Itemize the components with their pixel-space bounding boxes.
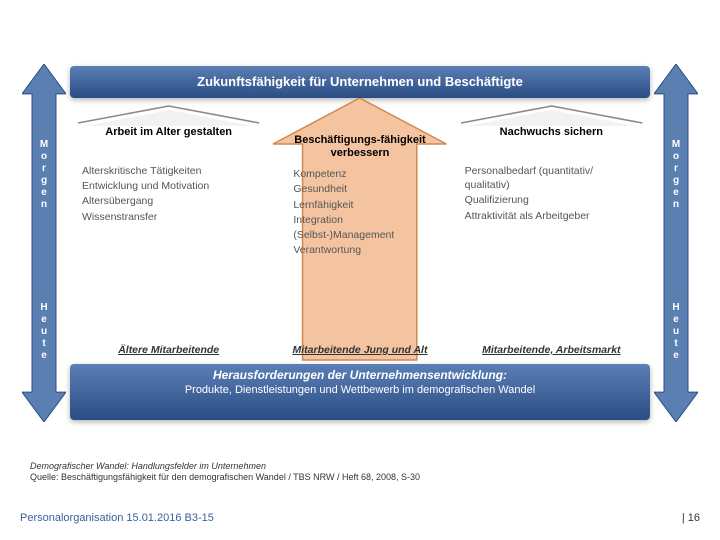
footer-left: Personalorganisation 15.01.2016 B3-15 <box>20 512 214 524</box>
side-word-morgen: Morgen <box>672 139 680 211</box>
column-center-footer: Mitarbeitende Jung und Alt <box>267 342 452 358</box>
list-item: Attraktivität als Arbeitgeber <box>465 209 638 223</box>
top-bar: Zukunftsfähigkeit für Unternehmen und Be… <box>70 66 650 98</box>
footer: Personalorganisation 15.01.2016 B3-15 | … <box>20 512 700 524</box>
column-right: Nachwuchs sichern Personalbedarf (quanti… <box>459 104 644 358</box>
bottom-bar: Herausforderungen der Unternehmensentwic… <box>70 364 650 420</box>
column-right-header: Nachwuchs sichern <box>459 104 644 162</box>
caption: Demografischer Wandel: Handlungsfelder i… <box>30 461 420 484</box>
side-labels-left: Morgen Heute <box>22 64 66 422</box>
list-item: Verantwortung <box>293 243 426 257</box>
bottom-bar-subtitle: Produkte, Dienstleistungen und Wettbewer… <box>80 384 640 396</box>
diagram: Morgen Heute Morgen Heute Zukunftsfähigk… <box>20 30 700 430</box>
column-right-body: Personalbedarf (quantitativ/ qualitativ)… <box>459 162 644 342</box>
list-item: Integration <box>293 213 426 227</box>
list-item: Lernfähigkeit <box>293 198 426 212</box>
list-item: Alterskritische Tätigkeiten <box>82 164 255 178</box>
columns: Arbeit im Alter gestalten Alterskritisch… <box>76 104 644 358</box>
list-item: Personalbedarf (quantitativ/ qualitativ) <box>465 164 638 192</box>
side-word-heute: Heute <box>672 302 679 362</box>
side-arrow-left: Morgen Heute <box>22 64 66 422</box>
column-left-body: Alterskritische TätigkeitenEntwicklung u… <box>76 162 261 342</box>
list-item: Gesundheit <box>293 182 426 196</box>
slide: Morgen Heute Morgen Heute Zukunftsfähigk… <box>0 0 720 540</box>
caption-line2: Quelle: Beschäftigungsfähigkeit für den … <box>30 472 420 484</box>
list-item: Altersübergang <box>82 194 255 208</box>
list-item: Wissenstransfer <box>82 210 255 224</box>
side-labels-right: Morgen Heute <box>654 64 698 422</box>
column-center: Beschäftigungs-fähigkeit verbessern Komp… <box>267 104 452 358</box>
column-center-body: KompetenzGesundheit LernfähigkeitIntegrat… <box>267 165 452 342</box>
side-word-heute: Heute <box>40 302 47 362</box>
column-center-header: Beschäftigungs-fähigkeit verbessern <box>267 104 452 165</box>
footer-right: | 16 <box>682 512 700 524</box>
column-left: Arbeit im Alter gestalten Alterskritisch… <box>76 104 261 358</box>
side-arrow-right: Morgen Heute <box>654 64 698 422</box>
list-item: (Selbst-)Management <box>293 228 426 242</box>
list-item: Kompetenz <box>293 167 426 181</box>
column-right-footer: Mitarbeitende, Arbeitsmarkt <box>459 342 644 358</box>
caption-line1: Demografischer Wandel: Handlungsfelder i… <box>30 461 420 473</box>
side-word-morgen: Morgen <box>40 139 48 211</box>
list-item: Qualifizierung <box>465 193 638 207</box>
column-left-footer: Ältere Mitarbeitende <box>76 342 261 358</box>
bottom-bar-title: Herausforderungen der Unternehmensentwic… <box>80 368 640 382</box>
column-left-header: Arbeit im Alter gestalten <box>76 104 261 162</box>
list-item: Entwicklung und Motivation <box>82 179 255 193</box>
